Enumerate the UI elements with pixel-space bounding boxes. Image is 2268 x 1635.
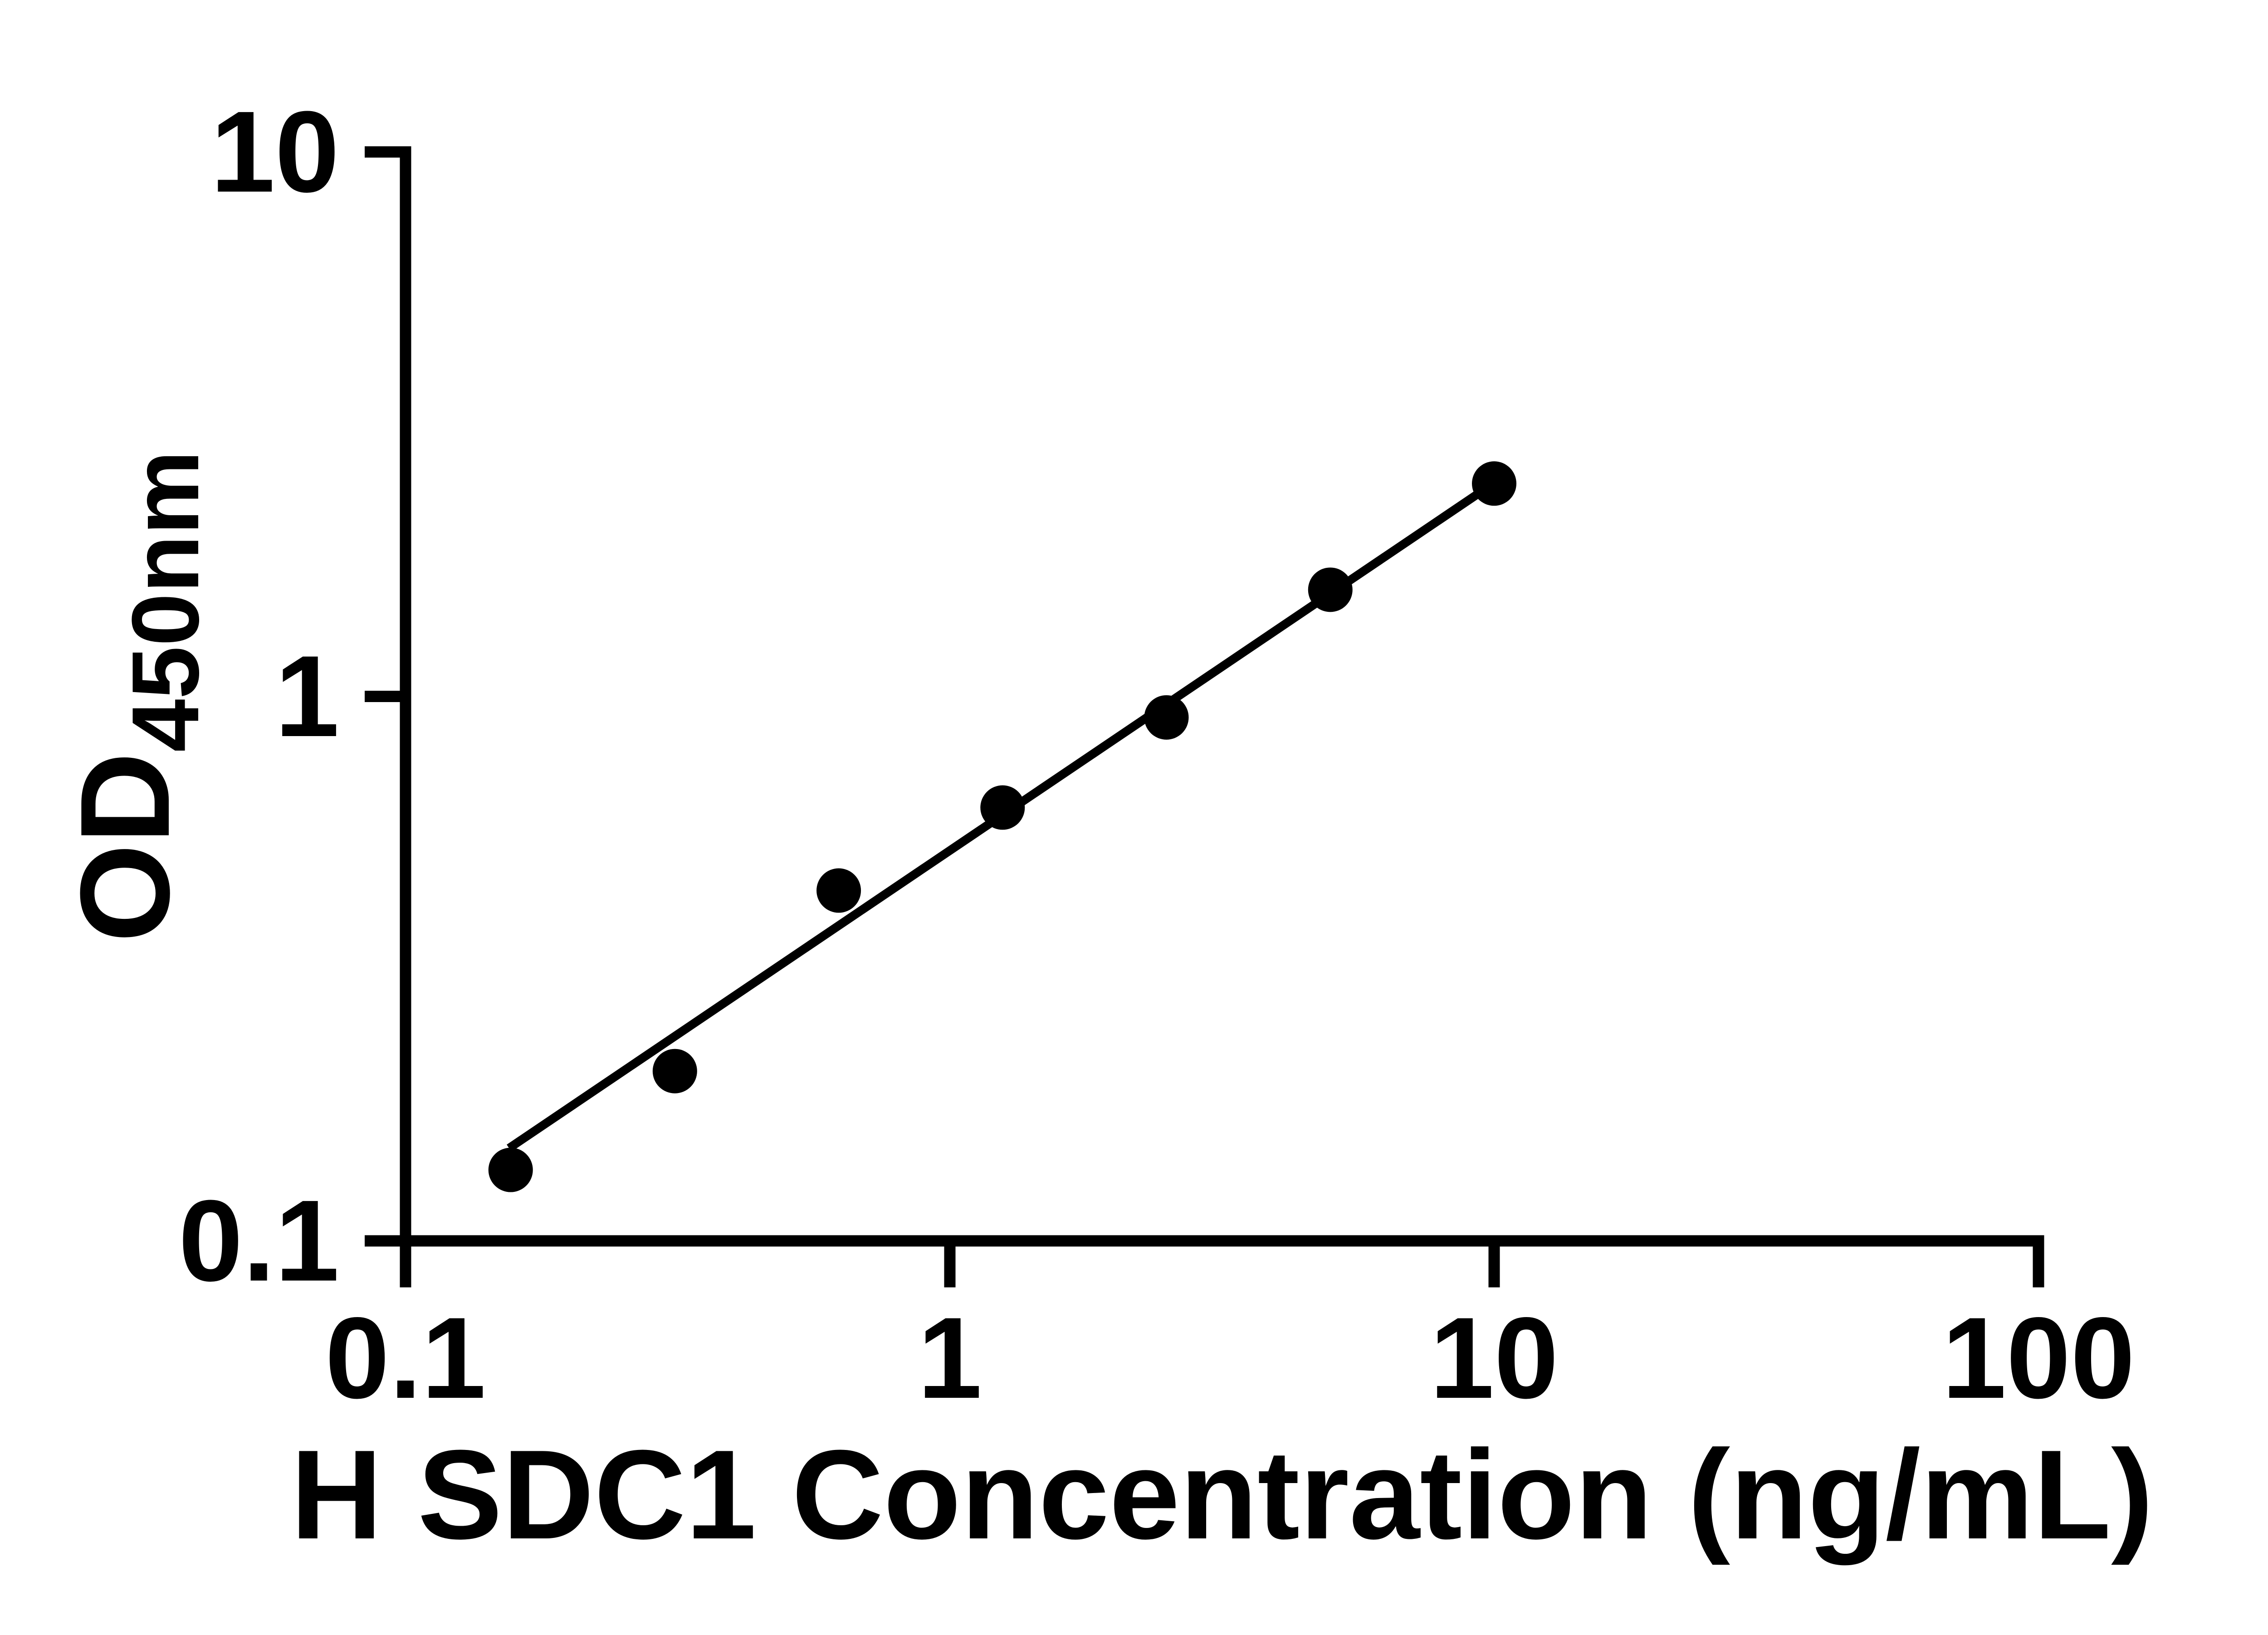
x-tick-label: 1 <box>918 1293 982 1423</box>
x-tick-label: 0.1 <box>325 1293 486 1423</box>
data-point <box>980 785 1025 830</box>
y-axis-title: OD450nm <box>54 450 219 942</box>
y-axis-title-main: OD <box>54 752 196 942</box>
x-axis-title: H SDC1 Concentration (ng/mL) <box>291 1424 2154 1566</box>
y-axis-title-subscript: 450nm <box>112 450 219 752</box>
y-tick-label: 1 <box>275 632 339 761</box>
data-point <box>1308 567 1353 612</box>
x-tick-label: 100 <box>1942 1293 2135 1423</box>
data-point <box>1472 461 1516 506</box>
x-tick-label: 10 <box>1430 1293 1559 1423</box>
data-point <box>652 1049 697 1093</box>
y-tick-label: 0.1 <box>179 1176 340 1306</box>
y-tick-label: 10 <box>210 88 339 217</box>
data-point <box>1144 695 1189 740</box>
data-point <box>488 1147 533 1192</box>
data-point <box>816 868 861 913</box>
